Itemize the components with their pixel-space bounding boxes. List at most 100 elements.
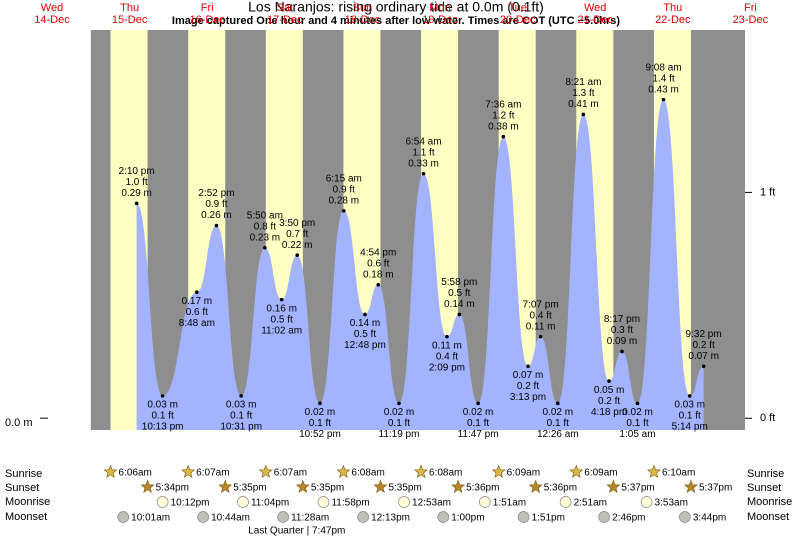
extreme-time: 5:58 pm bbox=[441, 277, 477, 288]
extreme-dot bbox=[363, 312, 367, 317]
date-label: 14-Dec bbox=[34, 14, 70, 26]
moonset-time: 3:44pm bbox=[693, 513, 726, 524]
moon-phase: Last Quarter | 7:47pm bbox=[248, 526, 345, 537]
moonrise-time: 3:53am bbox=[655, 498, 688, 509]
extreme-dot bbox=[214, 223, 219, 228]
extreme-time: 5:14 pm bbox=[672, 422, 708, 433]
row-label: Sunset bbox=[5, 482, 39, 494]
sunset-icon bbox=[373, 479, 388, 493]
extreme-time: 11:19 pm bbox=[379, 429, 420, 440]
extreme-ft: 0.1 ft bbox=[547, 418, 569, 429]
extreme-time: 5:50 am bbox=[247, 210, 283, 221]
axis-layer: 0.0 m 0 ft 1 ft bbox=[5, 186, 775, 429]
extreme-time: 2:52 pm bbox=[198, 188, 234, 199]
sunset-time: 5:37pm bbox=[699, 483, 732, 494]
extreme-dot bbox=[620, 349, 624, 354]
sunrise-icon bbox=[647, 464, 661, 478]
extreme-dot bbox=[701, 364, 706, 369]
date-label: 19-Dec bbox=[422, 14, 458, 26]
sunset-icon bbox=[606, 479, 621, 493]
extreme-m-label: 0.02 m bbox=[543, 407, 574, 418]
extreme-m-label: 0.02 m bbox=[622, 407, 653, 418]
extreme-time: 11:47 pm bbox=[458, 429, 499, 440]
moonset-icon bbox=[517, 511, 530, 523]
extreme-ft: 1.3 ft bbox=[572, 88, 594, 99]
extreme-m-label: 0.03 m bbox=[226, 400, 257, 411]
sunset-time: 5:35pm bbox=[311, 483, 344, 494]
row-label: Sunrise bbox=[5, 468, 42, 480]
tide-layer bbox=[136, 99, 704, 430]
extreme-m-label: 0.43 m bbox=[648, 84, 679, 95]
extreme-time: 8:21 am bbox=[565, 77, 601, 88]
extreme-time: 2:10 pm bbox=[119, 166, 155, 177]
date-label: 16-Dec bbox=[189, 14, 225, 26]
moonset-icon bbox=[679, 511, 691, 523]
date-label: 21-Dec bbox=[577, 14, 613, 26]
moonrise-time: 10:12pm bbox=[171, 498, 210, 509]
row-label: Sunset bbox=[747, 482, 781, 494]
extreme-m-label: 0.22 m bbox=[282, 240, 313, 251]
extreme-m-label: 0.14 m bbox=[350, 318, 381, 329]
extreme-time: 2:09 pm bbox=[429, 362, 465, 373]
extreme-ft: 0.6 ft bbox=[367, 258, 389, 269]
row-label: Moonrise bbox=[747, 496, 792, 508]
extreme-m-label: 0.09 m bbox=[607, 336, 638, 347]
extreme-m-label: 0.07 m bbox=[513, 370, 544, 381]
extreme-time: 10:52 pm bbox=[299, 429, 341, 440]
extreme-time: 8:17 pm bbox=[604, 314, 640, 325]
date-label: 17-Dec bbox=[267, 14, 303, 26]
extreme-ft: 0.6 ft bbox=[186, 307, 208, 318]
moonset-time: 12:13pm bbox=[371, 513, 410, 524]
sunrise-icon bbox=[181, 464, 196, 478]
row-label: Moonset bbox=[5, 511, 47, 523]
extreme-dot bbox=[421, 171, 426, 176]
extreme-dot bbox=[556, 401, 560, 406]
extreme-dot bbox=[445, 334, 449, 339]
extreme-dot bbox=[476, 401, 480, 406]
extreme-m-label: 0.33 m bbox=[408, 158, 439, 169]
extreme-dot bbox=[526, 364, 530, 369]
sunset-icon bbox=[218, 479, 233, 493]
extreme-dot bbox=[538, 334, 543, 339]
sunrise-time: 6:09am bbox=[507, 468, 540, 479]
extreme-dot bbox=[295, 253, 299, 257]
extreme-ft: 0.1 ft bbox=[309, 418, 331, 429]
sunrise-time: 6:09am bbox=[584, 468, 617, 479]
extreme-ft: 0.5 ft bbox=[448, 288, 470, 299]
extreme-ft: 1.0 ft bbox=[125, 177, 147, 188]
moonrise-time: 11:58pm bbox=[331, 498, 369, 509]
sunrise-icon bbox=[258, 464, 273, 478]
extreme-dot bbox=[263, 245, 267, 250]
extreme-ft: 0.2 ft bbox=[598, 396, 620, 407]
moonset-icon bbox=[117, 511, 130, 523]
extreme-m-label: 0.11 m bbox=[526, 321, 556, 332]
extreme-m-label: 0.23 m bbox=[250, 232, 281, 243]
weekday-label: Tue bbox=[508, 2, 527, 14]
extreme-time: 8:48 am bbox=[179, 318, 215, 329]
extreme-ft: 0.4 ft bbox=[436, 351, 458, 362]
weekday-label: Thu bbox=[663, 2, 682, 14]
tide-area bbox=[136, 99, 704, 430]
sunset-time: 5:36pm bbox=[544, 483, 577, 494]
sunset-icon bbox=[684, 479, 698, 493]
sunrise-time: 6:08am bbox=[351, 468, 384, 479]
chart-subtitle: Image captured One hour and 4 minutes af… bbox=[172, 15, 621, 27]
weekday-label: Wed bbox=[41, 2, 63, 14]
extreme-ft: 0.1 ft bbox=[230, 411, 252, 422]
weekday-label: Fri bbox=[744, 2, 757, 14]
extreme-ft: 0.1 ft bbox=[679, 411, 701, 422]
extreme-dot bbox=[376, 283, 381, 287]
extreme-time: 6:54 am bbox=[405, 136, 441, 147]
extreme-ft: 0.4 ft bbox=[529, 310, 551, 321]
extreme-m-label: 0.05 m bbox=[594, 385, 625, 396]
moonset-icon bbox=[598, 511, 610, 523]
extreme-time: 6:15 am bbox=[326, 173, 362, 184]
extreme-m-label: 0.28 m bbox=[329, 195, 360, 206]
extreme-dot bbox=[607, 379, 611, 383]
sunrise-icon bbox=[336, 464, 351, 478]
moonset-icon bbox=[277, 511, 289, 523]
extreme-m-label: 0.02 m bbox=[463, 407, 494, 418]
extreme-dot bbox=[581, 112, 586, 117]
extreme-dot bbox=[160, 394, 165, 398]
